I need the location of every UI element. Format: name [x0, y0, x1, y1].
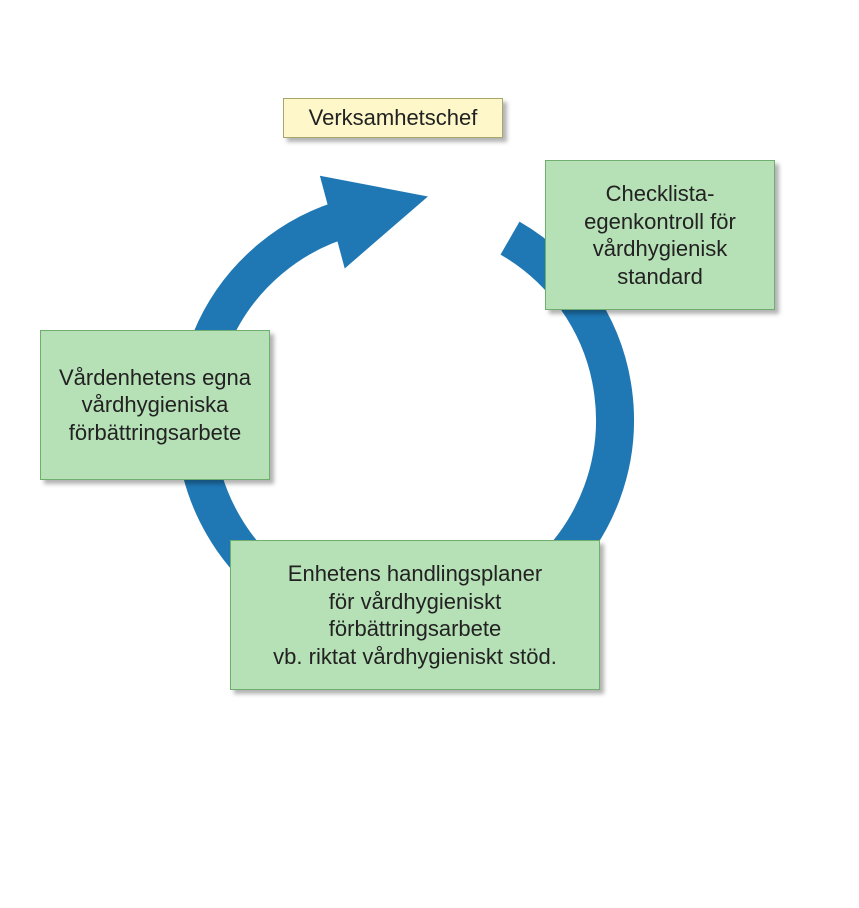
diagram-canvas: Verksamhetschef Checklista- egenkontroll…: [0, 0, 859, 908]
top-box: Verksamhetschef: [283, 98, 503, 138]
right-box-label: Checklista- egenkontroll för vårdhygieni…: [558, 180, 762, 290]
top-box-label: Verksamhetschef: [309, 104, 478, 132]
bottom-box: Enhetens handlingsplaner för vårdhygieni…: [230, 540, 600, 690]
left-box: Vårdenhetens egna vårdhygieniska förbätt…: [40, 330, 270, 480]
left-box-label: Vårdenhetens egna vårdhygieniska förbätt…: [49, 364, 261, 447]
right-box: Checklista- egenkontroll för vårdhygieni…: [545, 160, 775, 310]
bottom-box-label: Enhetens handlingsplaner för vårdhygieni…: [273, 560, 557, 670]
